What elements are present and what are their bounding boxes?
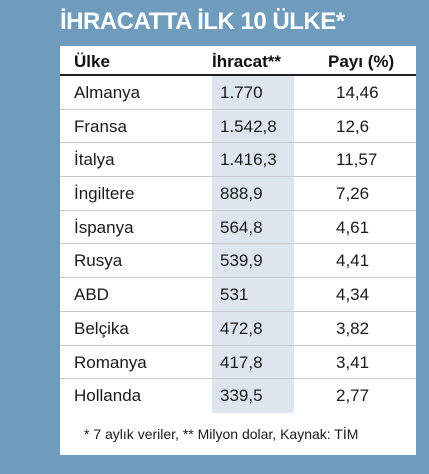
header-share: Payı (%) [328, 52, 395, 71]
export-cell: 1.542,8 [220, 116, 277, 136]
title-bar: İHRACATTA İLK 10 ÜLKE* [0, 0, 429, 46]
share-cell: 12,6 [336, 116, 370, 136]
footnote: * 7 aylık veriler, ** Milyon dolar, Kayn… [84, 426, 359, 442]
export-cell: 1.770 [220, 83, 263, 102]
export-cell: 339,5 [220, 386, 263, 406]
export-cell: 472,8 [220, 318, 263, 338]
table-row: Belçika 472,8 3,82 [60, 312, 416, 346]
country-cell: İngiltere [74, 184, 135, 204]
export-cell: 417,8 [220, 352, 263, 372]
share-cell: 2,77 [336, 386, 370, 406]
country-cell: Belçika [74, 318, 129, 338]
table-row: Almanya 1.770 14,46 [60, 76, 416, 110]
table-row: Fransa 1.542,8 12,6 [60, 110, 416, 144]
share-cell: 4,61 [336, 217, 370, 237]
table-row: İtalya 1.416,3 11,57 [60, 143, 416, 178]
share-cell: 4,34 [336, 285, 370, 305]
header-country: Ülke [74, 52, 110, 71]
table-row: Rusya 539,9 4,41 [60, 244, 416, 279]
table-row: Hollanda 339,5 2,77 [60, 379, 416, 413]
table-row: İngiltere 888,9 7,26 [60, 177, 416, 211]
share-cell: 11,57 [336, 150, 378, 170]
table-panel: Ülke İhracat** Payı (%) Almanya 1.770 14… [60, 46, 416, 455]
header-export: İhracat** [212, 52, 281, 71]
export-cell: 539,9 [220, 251, 263, 271]
share-cell: 4,41 [336, 251, 370, 271]
table-row: Romanya 417,8 3,41 [60, 346, 416, 380]
export-cell: 888,9 [220, 184, 263, 204]
country-cell: İtalya [74, 150, 115, 170]
table-row: İspanya 564,8 4,61 [60, 211, 416, 245]
share-cell: 7,26 [336, 184, 370, 204]
country-cell: ABD [74, 285, 109, 305]
country-cell: Fransa [74, 116, 127, 136]
country-cell: Romanya [74, 352, 147, 372]
export-cell: 564,8 [220, 217, 263, 237]
left-border [0, 46, 60, 474]
right-border [416, 46, 429, 474]
share-cell: 14,46 [336, 83, 379, 102]
country-cell: Rusya [74, 251, 123, 271]
country-cell: Hollanda [74, 386, 142, 406]
table-body: Almanya 1.770 14,46 Fransa 1.542,8 12,6 … [60, 76, 416, 413]
export-column-shade [212, 76, 294, 413]
table-header: Ülke İhracat** Payı (%) [60, 46, 416, 76]
country-cell: İspanya [74, 217, 134, 237]
table-row: ABD 531 4,34 [60, 278, 416, 312]
export-cell: 1.416,3 [220, 150, 277, 170]
infographic-title: İHRACATTA İLK 10 ÜLKE* [60, 8, 345, 35]
export-cell: 531 [220, 285, 249, 305]
share-cell: 3,82 [336, 318, 370, 338]
bottom-border [60, 455, 416, 474]
share-cell: 3,41 [336, 352, 370, 372]
country-cell: Almanya [74, 83, 141, 102]
